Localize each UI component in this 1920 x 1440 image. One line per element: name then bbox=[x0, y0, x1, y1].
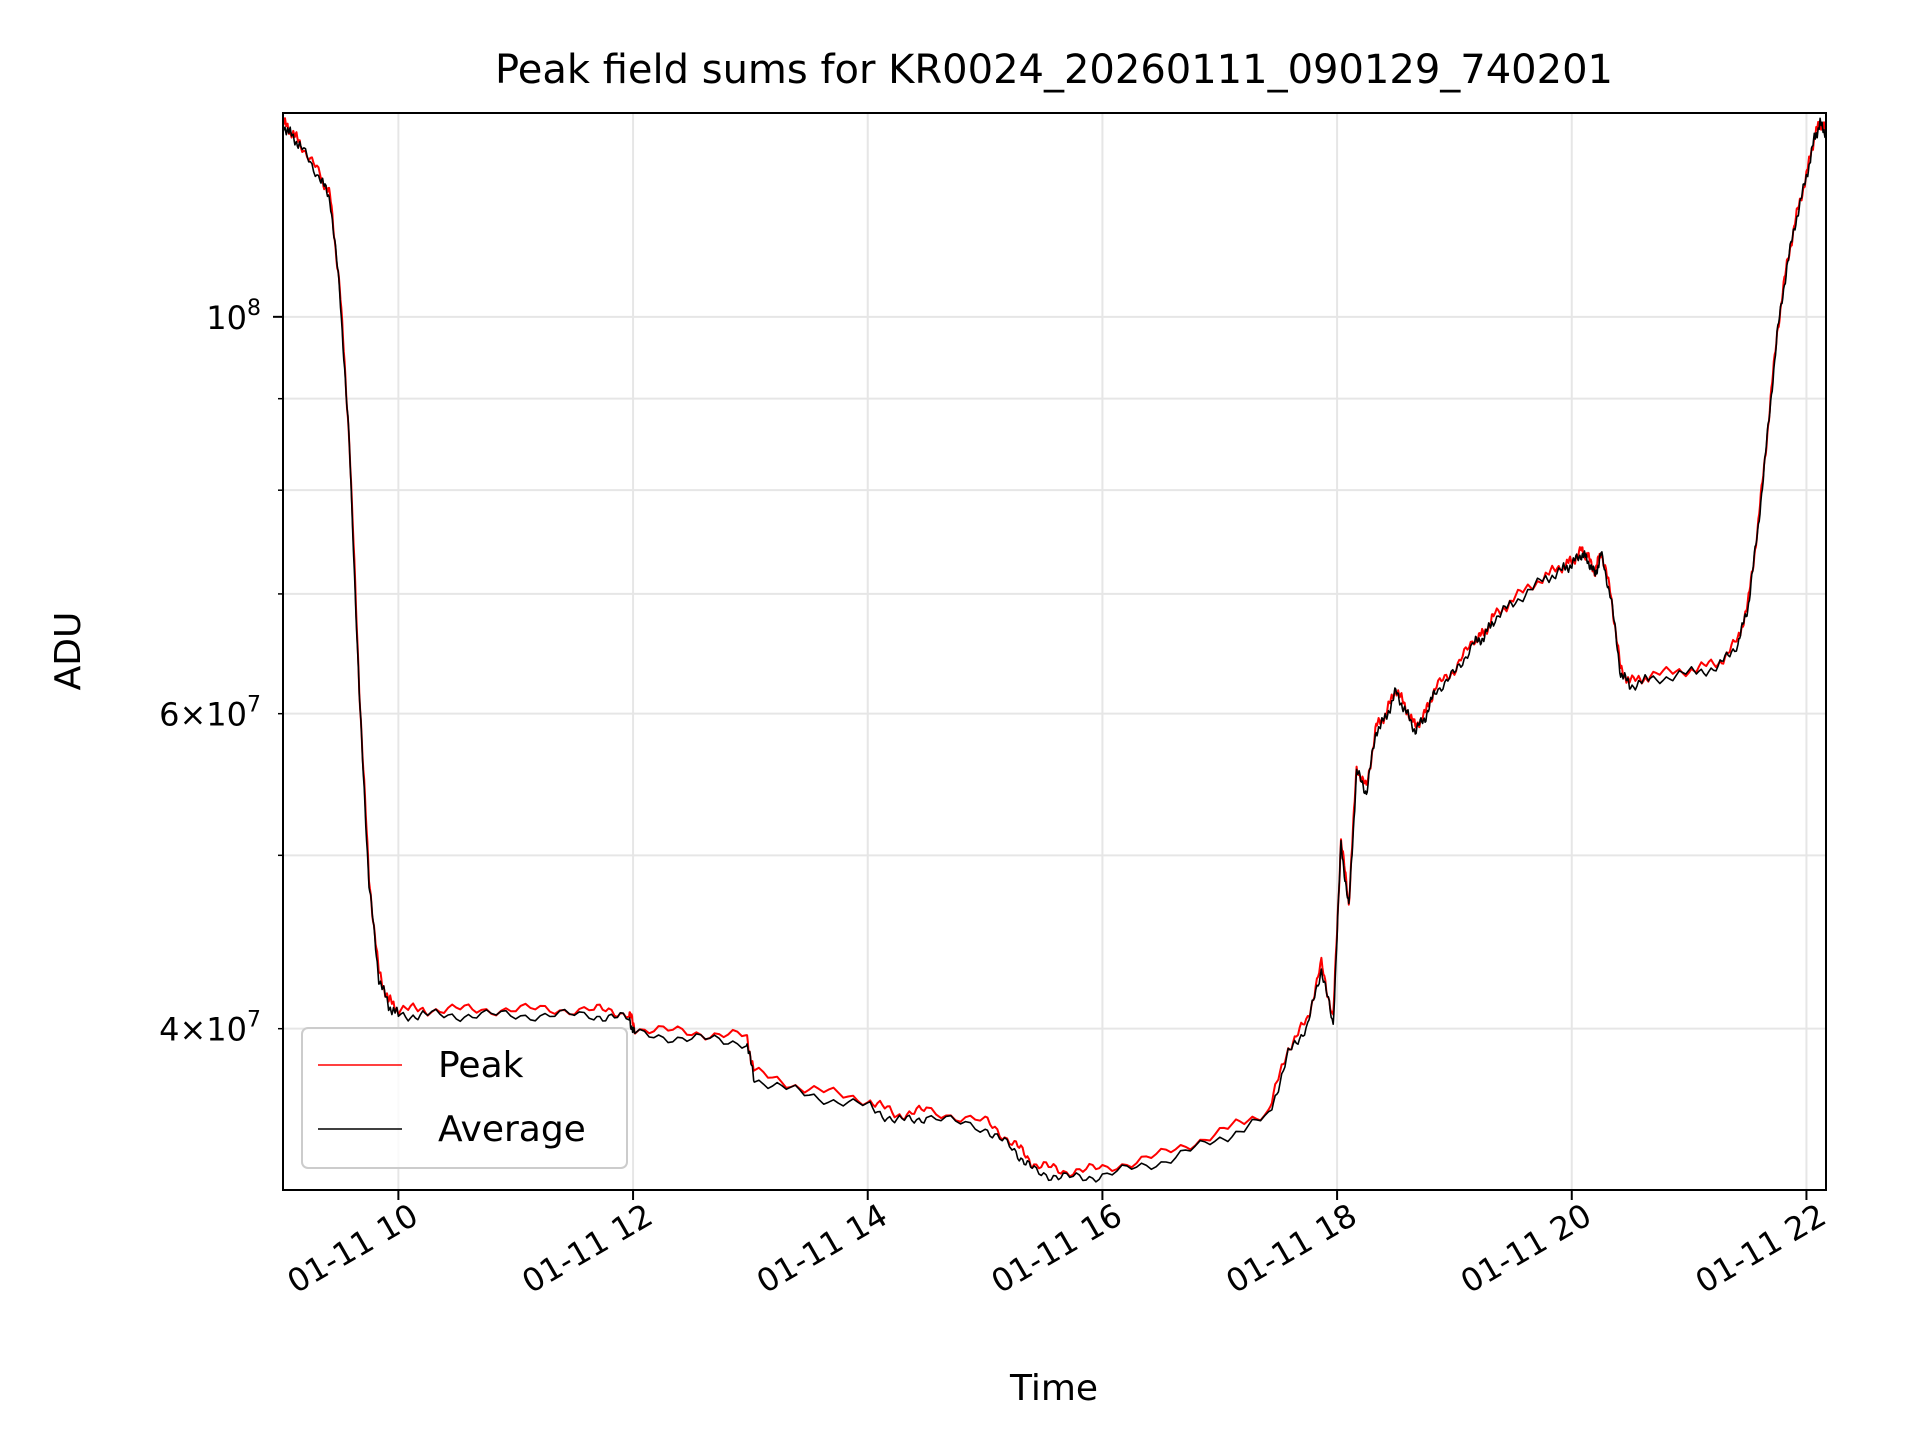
y-tick-label: 108 bbox=[206, 296, 261, 337]
y-tick-label: 4×107 bbox=[159, 1008, 261, 1049]
chart-title: Peak field sums for KR0024_20260111_0901… bbox=[495, 47, 1613, 93]
series-line-peak bbox=[282, 117, 1827, 1178]
y-axis-label: ADU bbox=[48, 612, 89, 691]
series-line-average bbox=[282, 117, 1827, 1183]
grid bbox=[283, 113, 1826, 1190]
legend-label-average: Average bbox=[438, 1109, 586, 1150]
legend: Peak Average bbox=[301, 1027, 628, 1169]
x-axis-label: Time bbox=[1009, 1368, 1098, 1409]
series-layer bbox=[282, 117, 1827, 1183]
legend-label-peak: Peak bbox=[438, 1045, 524, 1086]
plot-frame bbox=[282, 112, 1827, 1191]
y-tick-label: 6×107 bbox=[159, 693, 261, 734]
legend-box bbox=[301, 1027, 628, 1169]
